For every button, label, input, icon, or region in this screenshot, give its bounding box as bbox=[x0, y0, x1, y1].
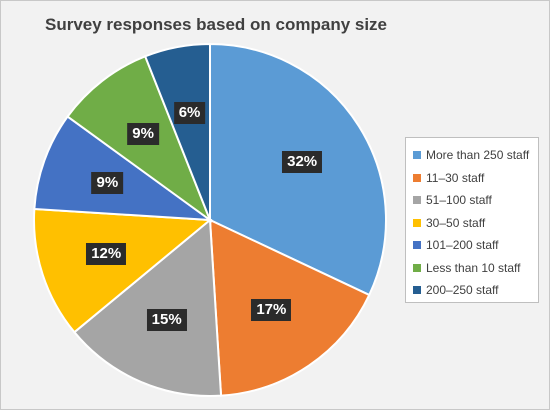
pie-slice-4 bbox=[33, 115, 214, 222]
data-label-6: 6% bbox=[173, 101, 206, 124]
legend-swatch bbox=[413, 263, 421, 272]
pie-slice-6 bbox=[143, 42, 211, 221]
legend-item-2: 51–100 staff bbox=[413, 189, 538, 212]
pie-slice-3 bbox=[33, 207, 213, 334]
data-label-2: 15% bbox=[146, 309, 187, 332]
legend-item-6: 200–250 staff bbox=[413, 279, 538, 302]
chart-title: Survey responses based on company size bbox=[44, 15, 388, 34]
legend-label: 30–50 staff bbox=[426, 215, 486, 230]
data-label-0: 32% bbox=[282, 150, 323, 173]
legend-item-3: 30–50 staff bbox=[413, 212, 538, 235]
data-label-3: 12% bbox=[86, 242, 127, 265]
data-label-5: 9% bbox=[127, 122, 159, 145]
pie-slice-2 bbox=[72, 217, 223, 397]
legend-swatch bbox=[413, 173, 421, 182]
data-label-4: 9% bbox=[91, 172, 124, 195]
legend-label: 200–250 staff bbox=[426, 283, 499, 298]
legend-swatch bbox=[413, 241, 421, 250]
legend-label: 11–30 staff bbox=[426, 170, 485, 185]
legend-item-5: Less than 10 staff bbox=[413, 257, 538, 280]
legend-item-1: 11–30 staff bbox=[413, 167, 538, 190]
legend-swatch bbox=[413, 286, 421, 295]
legend-swatch bbox=[413, 151, 421, 160]
legend-label: Less than 10 staff bbox=[426, 260, 521, 275]
legend-label: 51–100 staff bbox=[426, 193, 492, 208]
legend-item-4: 101–200 staff bbox=[413, 234, 538, 257]
data-label-1: 17% bbox=[251, 299, 292, 322]
legend-swatch bbox=[413, 196, 421, 205]
legend-swatch bbox=[413, 218, 421, 227]
legend-label: More than 250 staff bbox=[426, 148, 530, 163]
legend-item-0: More than 250 staff bbox=[413, 144, 538, 167]
legend-label: 101–200 staff bbox=[426, 238, 499, 253]
legend: More than 250 staff 11–30 staff 51–100 sta… bbox=[405, 137, 539, 303]
